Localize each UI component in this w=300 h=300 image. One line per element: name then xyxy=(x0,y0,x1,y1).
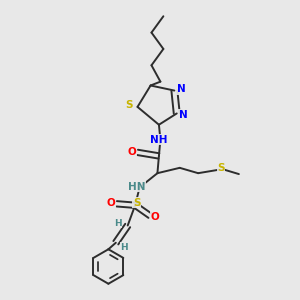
Text: N: N xyxy=(179,110,188,120)
Text: S: S xyxy=(217,163,225,173)
Text: H: H xyxy=(120,243,128,252)
Text: NH: NH xyxy=(150,135,168,145)
Text: S: S xyxy=(133,198,140,208)
Text: O: O xyxy=(128,147,136,157)
Text: HN: HN xyxy=(128,182,146,192)
Text: H: H xyxy=(114,219,122,228)
Text: N: N xyxy=(176,84,185,94)
Text: S: S xyxy=(125,100,133,110)
Text: O: O xyxy=(151,212,160,222)
Text: O: O xyxy=(107,198,116,208)
